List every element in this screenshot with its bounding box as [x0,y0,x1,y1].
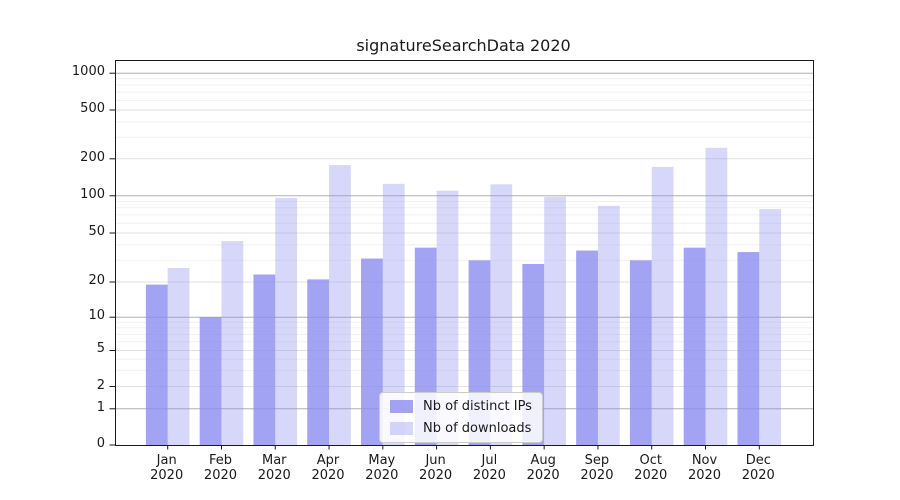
bar-chart-canvas [109,72,813,450]
bar-distinct-ips [576,250,598,445]
x-tick-label: Jan 2020 [135,453,199,483]
x-tick-label-month: May [368,453,396,468]
y-tick-label: 100 [80,186,105,202]
x-tick-label-month: Feb [208,453,232,468]
x-tick-label-month: Apr [316,453,340,468]
x-tick-label-month: Jan [156,453,177,468]
bar-distinct-ips [145,284,168,445]
x-tick-label: Aug 2020 [511,453,575,483]
x-tick-label-year: 2020 [741,468,775,483]
x-tick-label-year: 2020 [634,468,668,483]
bar-downloads [436,190,459,445]
y-tick-label: 2 [96,377,105,393]
x-tick-label: Feb 2020 [188,453,252,483]
bar-downloads [329,165,351,445]
bar-downloads [221,241,244,445]
legend-item-distinct-ips: Nb of distinct IPs [390,399,532,414]
bar-downloads [490,184,513,445]
bar-downloads [544,196,566,445]
bar-distinct-ips [683,247,706,445]
y-tick-label: 500 [80,100,105,116]
y-tick-label: 50 [88,223,105,239]
x-tick-label: Jun 2020 [404,453,468,483]
x-tick-label-year: 2020 [419,468,453,483]
legend-item-downloads: Nb of downloads [390,421,532,436]
x-tick-label: Jul 2020 [457,453,521,483]
legend-label-distinct-ips: Nb of distinct IPs [423,399,532,414]
x-tick-label: Mar 2020 [242,453,306,483]
bar-downloads [382,183,405,445]
bar-distinct-ips [199,317,222,445]
x-tick-label-year: 2020 [150,468,184,483]
legend: Nb of distinct IPs Nb of downloads [379,392,543,443]
x-tick-label: Sep 2020 [565,453,629,483]
bar-downloads [167,267,190,445]
bar-downloads [597,205,620,445]
bar-distinct-ips [361,258,383,445]
x-tick-label: May 2020 [350,453,414,483]
x-tick-label-month: Oct [639,453,662,468]
bar-distinct-ips [253,274,276,445]
x-tick-label-year: 2020 [580,468,614,483]
x-tick-label-month: Mar [261,453,287,468]
y-tick-label: 1 [96,399,105,415]
chart-title: signatureSearchData 2020 [356,36,571,55]
x-tick-label: Dec 2020 [726,453,790,483]
x-tick-label-month: Sep [584,453,610,468]
y-tick-label: 200 [80,149,105,165]
bar-distinct-ips [737,252,760,445]
x-tick-label-year: 2020 [257,468,291,483]
y-tick-label: 1000 [71,64,105,80]
y-tick-label: 20 [88,272,105,288]
legend-swatch-distinct-ips [390,400,413,413]
bar-distinct-ips [629,260,652,445]
y-tick-label: 0 [96,436,105,451]
x-tick-label-month: Dec [745,453,771,468]
legend-label-downloads: Nb of downloads [423,421,532,436]
x-tick-label-month: Jun [425,453,446,468]
x-tick-label-year: 2020 [472,468,506,483]
x-tick-label-year: 2020 [311,468,345,483]
x-tick-label: Apr 2020 [296,453,360,483]
legend-swatch-downloads [390,422,413,435]
x-tick-label-year: 2020 [526,468,560,483]
x-tick-label-month: Aug [530,453,556,468]
x-tick-label: Oct 2020 [619,453,683,483]
bar-downloads [759,209,782,445]
bar-downloads [705,147,728,446]
x-tick-label: Nov 2020 [673,453,737,483]
y-tick-label: 5 [96,341,105,357]
x-tick-label-year: 2020 [687,468,722,483]
x-tick-label-year: 2020 [365,468,399,483]
x-tick-label-year: 2020 [203,468,238,483]
bar-downloads [275,197,298,445]
bar-distinct-ips [307,279,330,445]
x-tick-label-month: Jul [481,453,498,468]
x-tick-label-month: Nov [691,453,718,468]
bar-downloads [651,166,674,445]
y-tick-label: 10 [88,308,105,324]
plot-area: Nb of distinct IPs Nb of downloads [109,60,814,450]
